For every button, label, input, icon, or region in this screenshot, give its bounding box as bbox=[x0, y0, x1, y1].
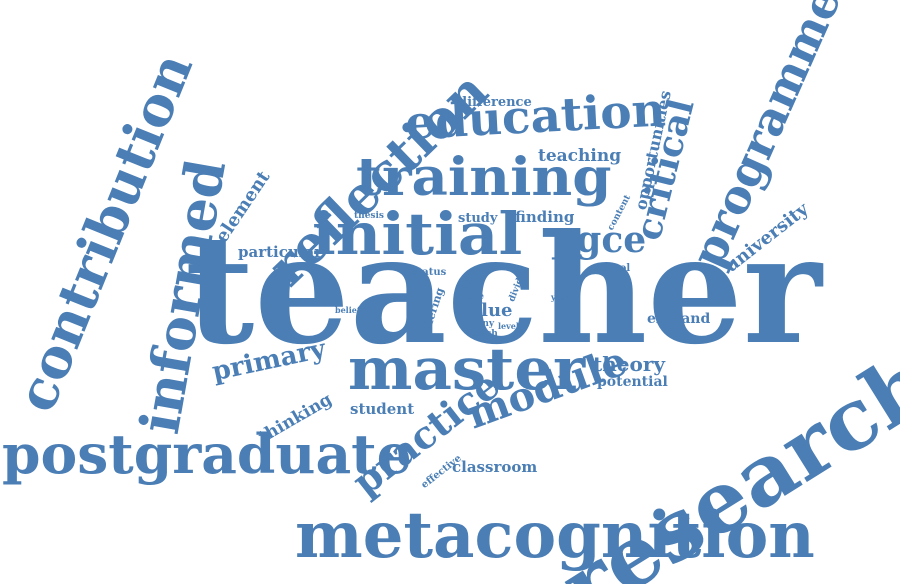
word-thesis: thesis bbox=[354, 211, 384, 221]
word-potential: potential bbox=[597, 374, 668, 390]
word-status: status bbox=[412, 267, 447, 278]
word-belief: belief bbox=[335, 305, 361, 315]
word-particular: particular bbox=[238, 243, 323, 261]
word-england: england bbox=[647, 311, 711, 327]
word-teach: teach bbox=[470, 329, 498, 339]
word-more: more bbox=[458, 292, 484, 302]
word-pgce: pgce bbox=[551, 219, 647, 261]
word-training: training bbox=[356, 147, 612, 208]
word-level: level bbox=[498, 321, 519, 331]
word-student: student bbox=[350, 400, 415, 418]
word-school: school bbox=[594, 263, 631, 274]
word-classroom: classroom bbox=[452, 458, 538, 476]
word-metacognition: metacognition bbox=[295, 498, 815, 573]
word-teacher: teacher bbox=[185, 202, 822, 378]
word-initial: initial bbox=[312, 200, 523, 268]
word-theory: theory bbox=[593, 352, 666, 376]
word-master: master bbox=[348, 335, 586, 403]
word-value: value bbox=[459, 300, 513, 321]
word-study: study bbox=[458, 211, 498, 226]
word-many: many bbox=[467, 319, 495, 329]
word-difference: difference bbox=[458, 95, 532, 110]
word-postgraduate: postgraduate bbox=[2, 422, 412, 486]
word-finding: finding bbox=[515, 208, 575, 226]
word-education: education bbox=[403, 82, 667, 150]
word-teaching: teaching bbox=[538, 146, 622, 166]
word-year: year bbox=[551, 292, 571, 302]
